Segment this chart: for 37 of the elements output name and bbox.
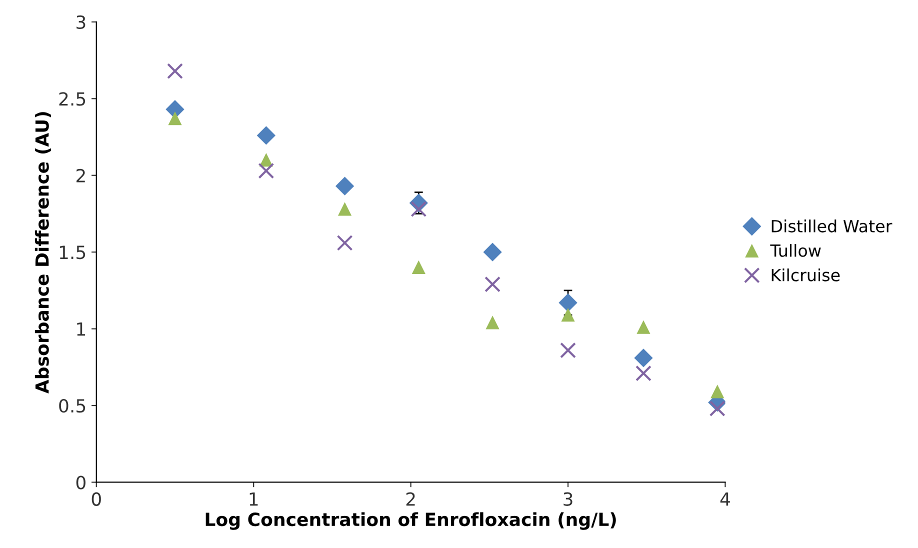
point [338, 202, 352, 216]
point [167, 63, 183, 80]
point [410, 201, 427, 218]
point [636, 320, 650, 334]
x-tick-label: 2 [406, 492, 415, 506]
x-tick-label: 4 [720, 492, 730, 506]
point [486, 316, 500, 330]
y-tick-label: 2.5 [59, 92, 86, 106]
point [256, 126, 276, 145]
y-tick-label: 2 [76, 168, 85, 182]
y-tick-label: 0 [76, 476, 86, 490]
legend-label: Distilled Water [772, 220, 892, 232]
point [558, 294, 578, 312]
point [560, 342, 576, 358]
legend-label: Kilcruise [772, 268, 840, 282]
legend-label: Tullow [770, 244, 821, 257]
y-tick-label: 1 [77, 322, 85, 336]
point [484, 276, 501, 292]
point [336, 176, 354, 196]
point [412, 260, 426, 274]
x-tick-label: 3 [564, 492, 572, 506]
point [336, 234, 353, 251]
point [168, 112, 182, 126]
x-tick-label: 0 [92, 492, 101, 506]
y-tick-label: 0.5 [59, 398, 86, 413]
y-tick-label: 3 [76, 15, 86, 30]
point [483, 242, 502, 262]
y-tick-label: 1.5 [60, 246, 86, 260]
point [561, 308, 575, 322]
y-axis-title: Absorbance Difference (AU) [34, 112, 52, 394]
point [258, 162, 274, 179]
point [709, 400, 726, 417]
x-axis-title: Log Concentration of Enrofloxacin (ng/L) [206, 512, 616, 530]
point [634, 348, 653, 368]
x-tick-label: 1 [250, 492, 258, 506]
point [635, 365, 652, 382]
point [710, 385, 724, 398]
